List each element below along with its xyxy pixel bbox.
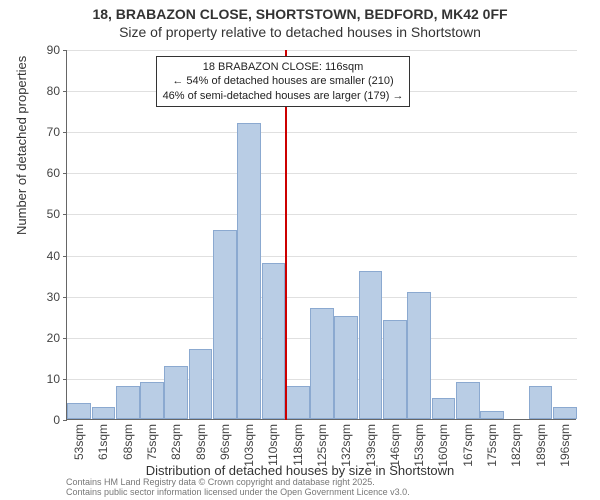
histogram-bar <box>383 320 407 419</box>
plot-region: 010203040506070809053sqm61sqm68sqm75sqm8… <box>66 50 576 420</box>
x-axis-label: Distribution of detached houses by size … <box>0 463 600 478</box>
ytick-label: 30 <box>30 290 60 304</box>
xtick-label: 160sqm <box>436 424 450 467</box>
histogram-bar <box>529 386 553 419</box>
ytick-label: 80 <box>30 84 60 98</box>
ytick-mark <box>63 50 67 51</box>
title-line2: Size of property relative to detached ho… <box>0 24 600 42</box>
ytick-mark <box>63 173 67 174</box>
histogram-bar <box>480 411 504 419</box>
gridline <box>67 132 577 133</box>
histogram-bar <box>213 230 237 419</box>
histogram-bar <box>116 386 140 419</box>
ytick-label: 0 <box>30 413 60 427</box>
histogram-bar <box>237 123 261 419</box>
histogram-bar <box>456 382 480 419</box>
xtick-label: 153sqm <box>412 424 426 467</box>
annotation-line3: 46% of semi-detached houses are larger (… <box>163 89 404 103</box>
footer: Contains HM Land Registry data © Crown c… <box>66 478 410 498</box>
ytick-label: 20 <box>30 331 60 345</box>
y-axis-label: Number of detached properties <box>14 56 29 235</box>
gridline <box>67 297 577 298</box>
histogram-bar <box>164 366 188 419</box>
xtick-label: 196sqm <box>558 424 572 467</box>
histogram-bar <box>359 271 383 419</box>
ytick-label: 50 <box>30 207 60 221</box>
histogram-bar <box>262 263 286 419</box>
gridline <box>67 256 577 257</box>
ytick-label: 60 <box>30 166 60 180</box>
gridline <box>67 173 577 174</box>
histogram-bar <box>553 407 577 419</box>
histogram-bar <box>407 292 431 419</box>
annotation-line2: ← 54% of detached houses are smaller (21… <box>163 74 404 88</box>
histogram-bar <box>432 398 456 419</box>
xtick-label: 82sqm <box>169 424 183 460</box>
histogram-bar <box>334 316 358 419</box>
ytick-mark <box>63 338 67 339</box>
annotation-box: 18 BRABAZON CLOSE: 116sqm← 54% of detach… <box>156 56 411 107</box>
xtick-label: 96sqm <box>218 424 232 460</box>
histogram-bar <box>140 382 164 419</box>
xtick-label: 146sqm <box>388 424 402 467</box>
xtick-label: 118sqm <box>291 424 305 466</box>
ytick-mark <box>63 379 67 380</box>
xtick-label: 132sqm <box>339 424 353 467</box>
xtick-label: 110sqm <box>266 424 280 466</box>
ytick-mark <box>63 256 67 257</box>
gridline <box>67 214 577 215</box>
histogram-bar <box>189 349 213 419</box>
xtick-label: 89sqm <box>194 424 208 460</box>
xtick-label: 139sqm <box>364 424 378 467</box>
annotation-line1: 18 BRABAZON CLOSE: 116sqm <box>163 60 404 74</box>
ytick-label: 40 <box>30 249 60 263</box>
ytick-label: 70 <box>30 125 60 139</box>
ytick-mark <box>63 420 67 421</box>
ytick-mark <box>63 297 67 298</box>
gridline <box>67 50 577 51</box>
xtick-label: 189sqm <box>534 424 548 467</box>
ytick-mark <box>63 91 67 92</box>
footer-line2: Contains public sector information licen… <box>66 488 410 498</box>
xtick-label: 68sqm <box>121 424 135 460</box>
histogram-bar <box>310 308 334 419</box>
ytick-label: 90 <box>30 43 60 57</box>
histogram-bar <box>67 403 91 419</box>
xtick-label: 61sqm <box>96 424 110 460</box>
xtick-label: 175sqm <box>485 424 499 467</box>
ytick-label: 10 <box>30 372 60 386</box>
histogram-bar <box>286 386 310 419</box>
chart-container: 18, BRABAZON CLOSE, SHORTSTOWN, BEDFORD,… <box>0 0 600 500</box>
ytick-mark <box>63 214 67 215</box>
xtick-label: 53sqm <box>72 424 86 460</box>
title-line1: 18, BRABAZON CLOSE, SHORTSTOWN, BEDFORD,… <box>0 6 600 24</box>
chart-area: 010203040506070809053sqm61sqm68sqm75sqm8… <box>66 50 576 420</box>
xtick-label: 103sqm <box>242 424 256 467</box>
ytick-mark <box>63 132 67 133</box>
xtick-label: 182sqm <box>509 424 523 467</box>
xtick-label: 167sqm <box>461 424 475 467</box>
xtick-label: 75sqm <box>145 424 159 460</box>
title-block: 18, BRABAZON CLOSE, SHORTSTOWN, BEDFORD,… <box>0 0 600 41</box>
histogram-bar <box>92 407 116 419</box>
xtick-label: 125sqm <box>315 424 329 467</box>
